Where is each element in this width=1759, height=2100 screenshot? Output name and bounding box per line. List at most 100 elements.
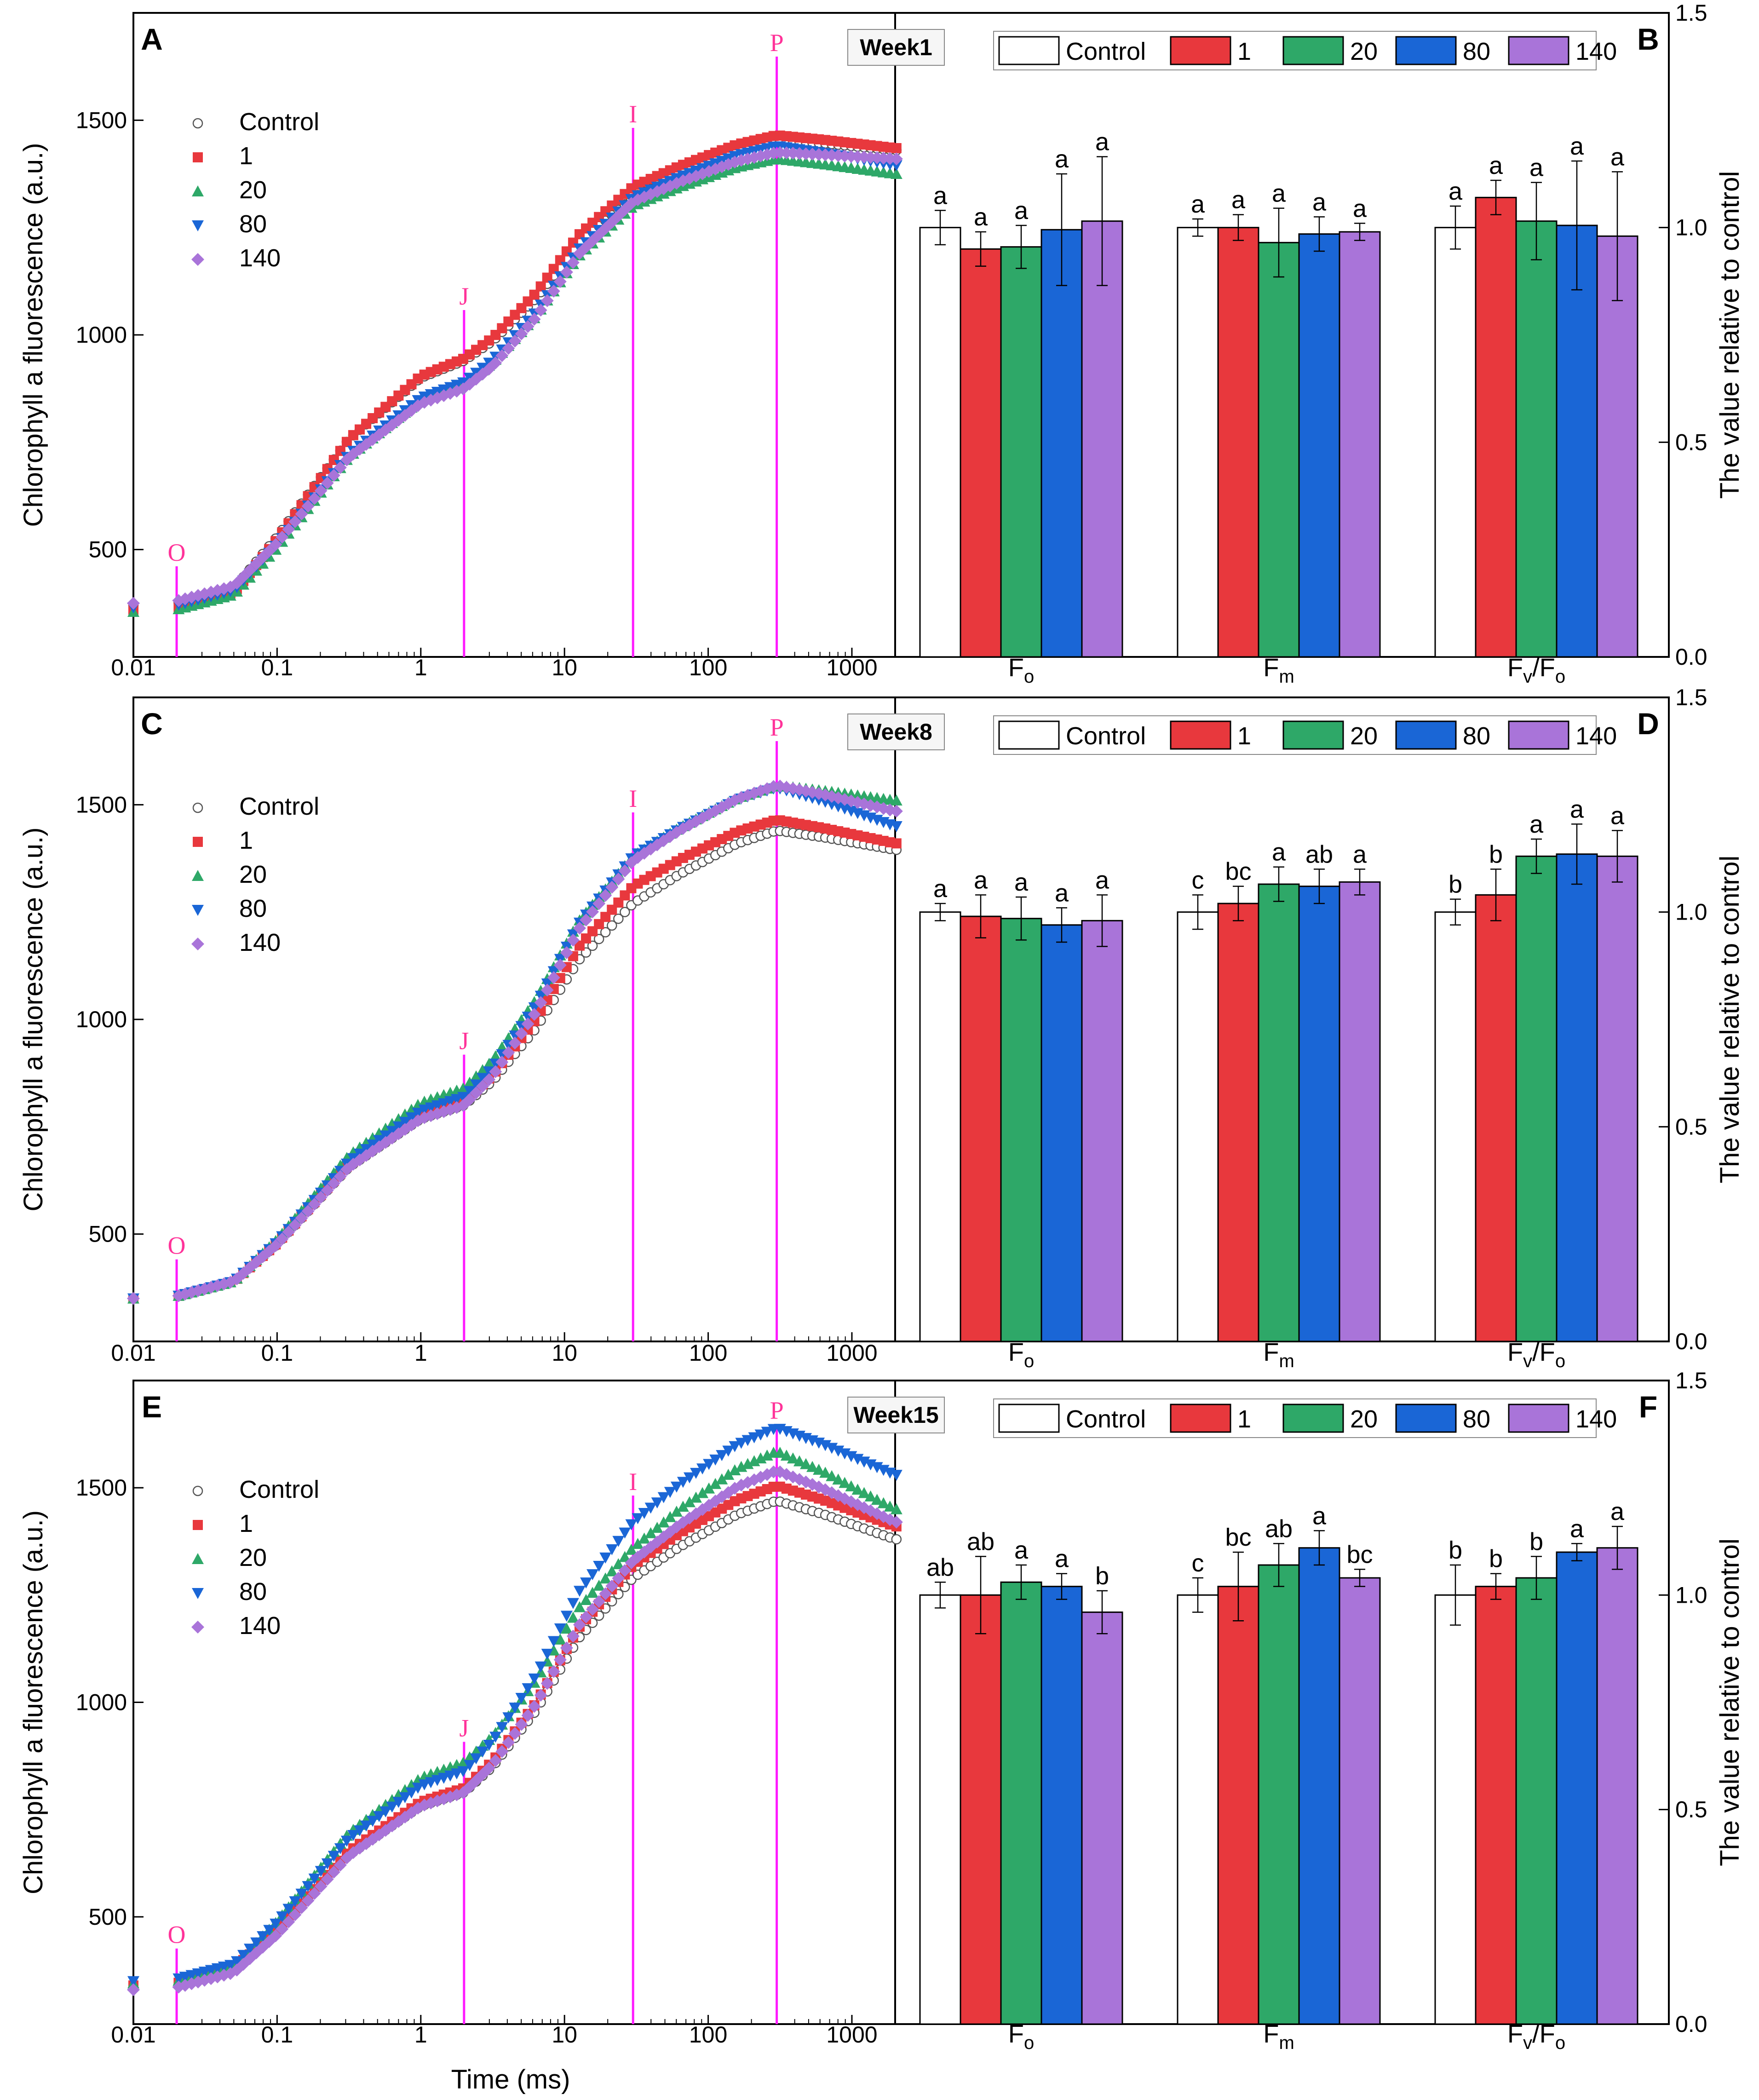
data-point (567, 1598, 579, 1609)
bar-legend-swatch (998, 1404, 1060, 1433)
y-tick-label: 1000 (76, 1690, 127, 1715)
data-point (573, 1586, 586, 1597)
data-point (521, 320, 535, 333)
significance-letter: a (1055, 1545, 1069, 1573)
week-label-box (847, 713, 945, 750)
data-point (495, 1745, 509, 1758)
series-140 (127, 146, 903, 610)
data-point (282, 1225, 295, 1239)
x-tick-label: 10 (552, 655, 577, 680)
data-point (308, 492, 321, 505)
data-point (502, 1736, 515, 1749)
data-point (644, 1527, 657, 1538)
data-point (547, 971, 560, 984)
data-point (295, 1211, 308, 1225)
data-point (607, 920, 617, 931)
data-point (250, 1937, 263, 1949)
category-label: Fo (1008, 653, 1034, 687)
bar (1081, 1611, 1123, 2025)
category-label: Fm (1263, 1337, 1294, 1371)
x-tick-label: 10 (552, 1340, 577, 1366)
data-point (483, 1058, 495, 1069)
data-point (560, 265, 573, 279)
x-tick-label: 0.01 (111, 2022, 155, 2048)
data-point (890, 160, 902, 172)
bar (1177, 911, 1219, 1342)
y2-tick-label: 1.5 (1675, 0, 1707, 26)
data-point (333, 1170, 347, 1183)
week-label-box (847, 29, 945, 66)
legend-label: 1 (239, 1510, 253, 1537)
data-point (871, 1494, 883, 1505)
data-point (547, 1636, 560, 1647)
data-point (263, 544, 276, 558)
data-point (890, 821, 902, 832)
data-point (477, 1064, 489, 1076)
bar (1556, 853, 1598, 1342)
significance-letter: a (1570, 795, 1584, 823)
significance-letter: a (1014, 869, 1029, 896)
data-point (573, 1601, 586, 1612)
ojip-marker-label: P (770, 1397, 784, 1424)
bar (1515, 1577, 1558, 2025)
data-point (890, 805, 903, 818)
data-point (534, 996, 547, 1009)
bar (1217, 903, 1259, 1342)
x-tick-label: 1 (414, 655, 427, 680)
data-point (613, 913, 624, 924)
data-point (483, 1739, 495, 1751)
y-axis-title-left: Chlorophyll a fluorescence (a.u.) (18, 1510, 48, 1894)
data-point (620, 907, 630, 917)
data-point (742, 1458, 754, 1469)
data-point (315, 1866, 327, 1877)
data-point (528, 1008, 541, 1021)
data-point (612, 1536, 625, 1547)
data-point (470, 1086, 483, 1099)
data-point (405, 1787, 418, 1799)
data-point (716, 1473, 728, 1484)
data-point (502, 342, 515, 355)
legend-label: Control (239, 1476, 319, 1503)
data-point (269, 538, 282, 551)
bar-legend-swatch (1170, 1404, 1231, 1433)
data-point (664, 1487, 676, 1498)
data-point (560, 1622, 573, 1634)
data-point (418, 1779, 431, 1791)
legend-label: 20 (239, 1544, 267, 1571)
bar-legend-label: 20 (1350, 38, 1378, 65)
category-label: Fv/Fo (1507, 1337, 1565, 1371)
x-tick-label: 1 (414, 2022, 427, 2048)
y-tick-label: 500 (89, 1904, 127, 1930)
data-point (301, 1894, 315, 1907)
significance-letter: b (1489, 840, 1503, 868)
data-point (651, 1522, 663, 1533)
data-point (483, 1073, 496, 1086)
significance-letter: a (1055, 879, 1069, 907)
y2-tick-label: 0.0 (1675, 2011, 1707, 2037)
data-point (483, 1761, 496, 1775)
x-axis-title: Time (ms) (451, 2065, 570, 2094)
data-point (437, 1772, 450, 1784)
significance-letter: a (1272, 180, 1286, 207)
data-point (774, 1447, 786, 1458)
bar (1258, 242, 1300, 658)
significance-letter: ab (967, 1528, 994, 1555)
data-point (540, 1677, 554, 1690)
y2-tick-label: 1.0 (1675, 899, 1707, 925)
data-point (586, 1587, 599, 1598)
data-point (515, 1027, 528, 1040)
significance-letter: ab (1305, 840, 1333, 868)
data-point (314, 1880, 328, 1893)
y-axis-title-right: The value relative to control (1715, 171, 1745, 499)
y2-tick-label: 1.0 (1675, 215, 1707, 241)
panel-letter: C (141, 707, 163, 741)
bar-legend-swatch (1282, 1404, 1344, 1433)
bar-legend-swatch (1395, 36, 1457, 65)
data-point (884, 1500, 896, 1512)
data-point (489, 1050, 502, 1062)
data-point (237, 1950, 249, 1961)
week-label: Week8 (860, 719, 932, 745)
data-point (767, 1465, 780, 1479)
data-point (593, 1560, 605, 1572)
